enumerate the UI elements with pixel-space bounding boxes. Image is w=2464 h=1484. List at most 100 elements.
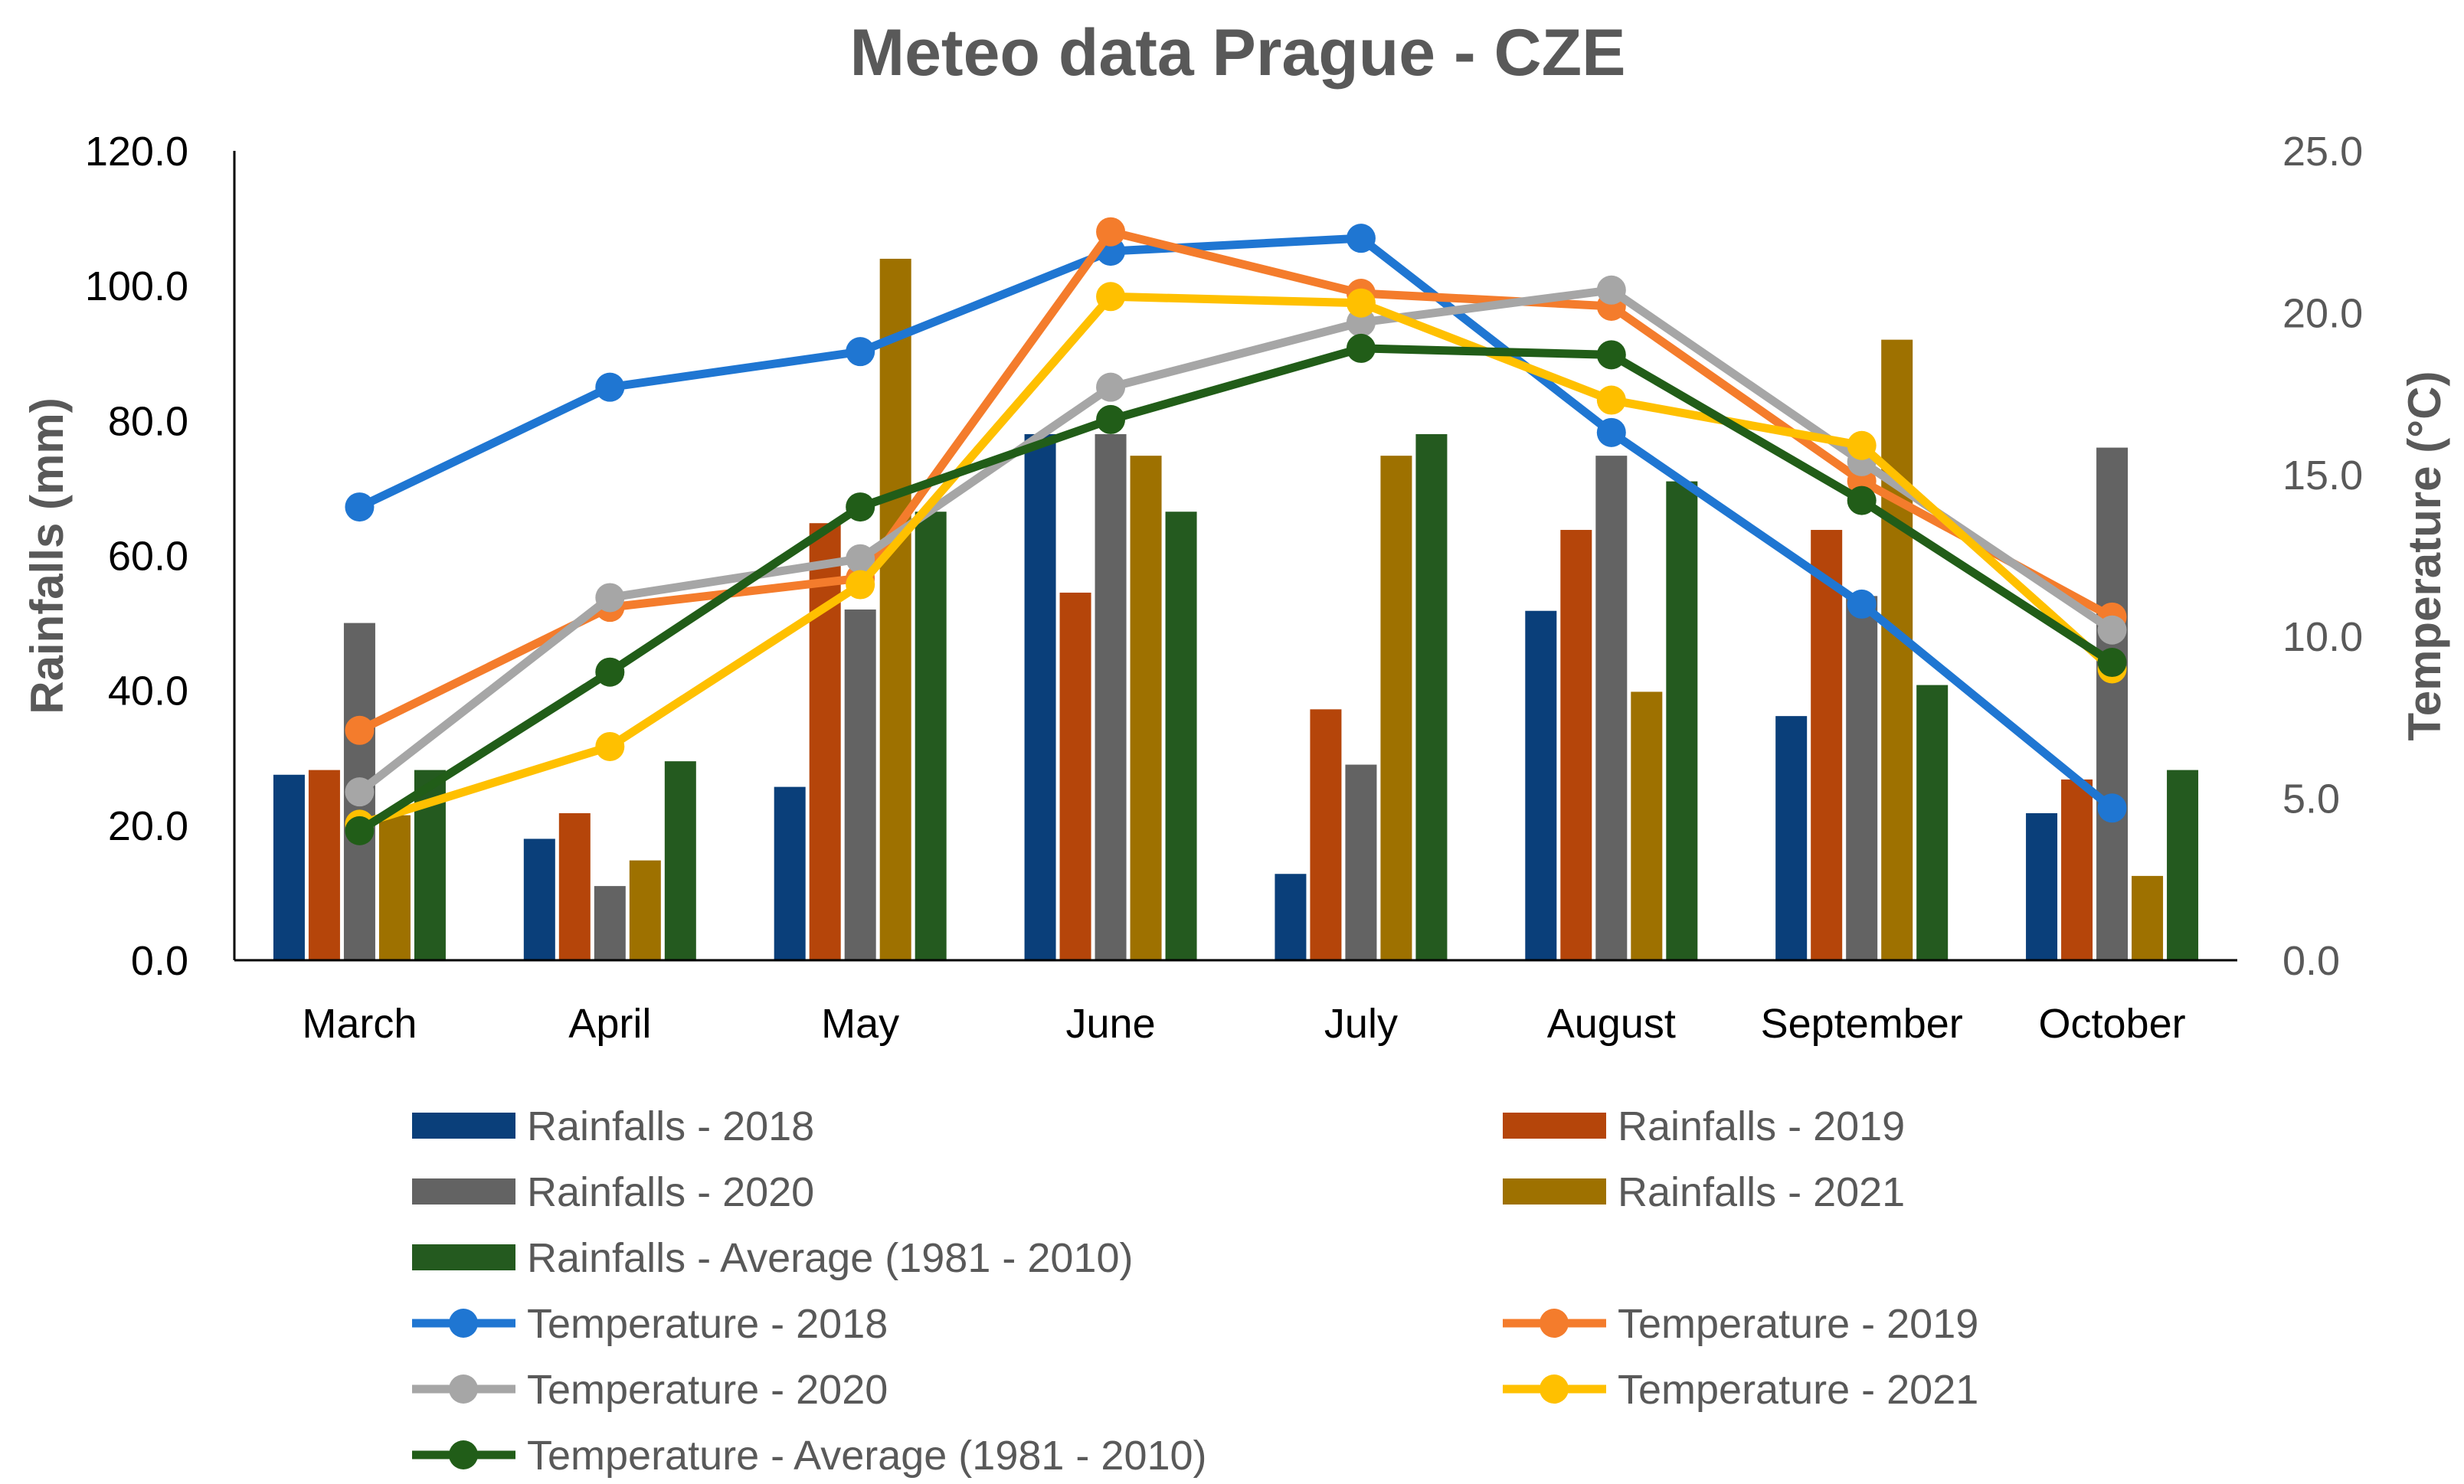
bar-rainfalls-2020-may: [844, 609, 876, 960]
point-temperature-2020-june: [1096, 372, 1126, 402]
bar-rainfalls-2019-october: [2061, 779, 2093, 960]
bar-rainfalls-2018-august: [1525, 610, 1557, 960]
point-temperature-2018-may: [846, 337, 875, 367]
bar-rainfalls-2020-october: [2096, 447, 2129, 960]
bar-rainfalls-2021-august: [1631, 691, 1663, 960]
bar-rainfalls-2020-june: [1095, 433, 1127, 960]
line-series-group: [345, 217, 2127, 845]
point-temperature-2019-march: [345, 715, 375, 745]
point-temperature-2019-june: [1096, 217, 1126, 247]
legend-label: Temperature - 2020: [527, 1367, 888, 1413]
legend-label: Rainfalls - 2021: [1618, 1169, 1905, 1215]
legend-item: Rainfalls - 2021: [1503, 1169, 1905, 1215]
bar-rainfalls-2019-april: [558, 812, 591, 960]
legend-item: Temperature - Average (1981 - 2010): [412, 1433, 1207, 1479]
left-y-tick-label: 100.0: [85, 263, 188, 309]
x-tick-label: June: [1066, 1001, 1156, 1047]
x-axis-ticks: March April May June July August September Octo…: [302, 1001, 2185, 1047]
bar-rainfalls-2019-september: [1811, 530, 1843, 960]
bar-rainfalls-2019-march: [308, 770, 340, 960]
bar-rainfalls-2020-april: [594, 886, 626, 960]
right-y-tick-label: 15.0: [2282, 453, 2363, 498]
bar-rainfalls-average-1981-2010-september: [1916, 685, 1949, 960]
point-temperature-2018-october: [2097, 793, 2127, 823]
bar-series-group: [273, 258, 2199, 961]
line-temperature-2018: [355, 234, 2117, 812]
line-temperature-2019: [355, 227, 2117, 735]
bar-rainfalls-2019-august: [1560, 530, 1592, 960]
point-temperature-2018-april: [595, 372, 625, 402]
point-temperature-average-1981-2010-april: [595, 657, 625, 687]
x-tick-label: August: [1547, 1001, 1676, 1047]
left-y-axis-label: Rainfalls (mm): [21, 397, 73, 714]
right-y-tick-label: 10.0: [2282, 614, 2363, 660]
legend-swatch-marker: [1540, 1374, 1569, 1404]
left-y-axis-ticks: 0.0 20.0 40.0 60.0 80.0 100.0 120.0: [85, 129, 188, 984]
legend-swatch-marker: [449, 1309, 478, 1338]
bar-rainfalls-2019-july: [1310, 709, 1342, 960]
point-temperature-2020-october: [2097, 615, 2127, 645]
right-y-tick-label: 20.0: [2282, 290, 2363, 336]
point-temperature-2020-april: [595, 583, 625, 613]
x-tick-label: March: [302, 1001, 417, 1047]
bar-rainfalls-2018-march: [273, 774, 305, 960]
right-y-axis-label: Temperature (°C): [2399, 371, 2450, 741]
bar-rainfalls-2019-june: [1059, 592, 1091, 960]
point-temperature-average-1981-2010-october: [2097, 648, 2127, 678]
bar-rainfalls-average-1981-2010-october: [2167, 770, 2199, 960]
line-temperature-2020: [355, 286, 2117, 796]
bar-rainfalls-2021-july: [1380, 456, 1412, 960]
x-tick-label: July: [1324, 1001, 1398, 1047]
legend-label: Rainfalls - 2018: [527, 1103, 814, 1149]
legend-item: Rainfalls - Average (1981 - 2010): [412, 1235, 1133, 1281]
legend-item: Rainfalls - 2020: [412, 1169, 814, 1215]
point-temperature-2021-august: [1596, 385, 1626, 415]
bar-rainfalls-2021-june: [1130, 456, 1162, 960]
bar-rainfalls-2020-september: [1846, 596, 1878, 960]
point-temperature-2018-march: [345, 492, 375, 522]
point-temperature-2018-september: [1847, 589, 1877, 619]
legend: Rainfalls - 2018 Rainfalls - 2019 Rainfall…: [412, 1103, 1978, 1479]
legend-swatch: [412, 1244, 515, 1270]
left-y-tick-label: 20.0: [108, 803, 188, 849]
bar-rainfalls-2018-october: [2026, 812, 2058, 960]
point-temperature-2021-september: [1847, 430, 1877, 460]
bar-rainfalls-average-1981-2010-may: [915, 512, 947, 960]
left-y-tick-label: 0.0: [131, 938, 188, 984]
bar-rainfalls-2021-may: [879, 258, 911, 960]
point-temperature-2020-may: [846, 544, 875, 574]
line-temperature-2021: [355, 292, 2117, 829]
bar-rainfalls-2019-may: [809, 523, 841, 960]
legend-swatch-marker: [1540, 1309, 1569, 1338]
right-y-axis-ticks: 0.0 5.0 10.0 15.0 20.0 25.0: [2282, 129, 2363, 984]
point-temperature-average-1981-2010-august: [1596, 340, 1626, 370]
point-temperature-average-1981-2010-september: [1847, 485, 1877, 515]
legend-item: Temperature - 2021: [1503, 1367, 1978, 1413]
x-tick-label: May: [821, 1001, 899, 1047]
legend-label: Temperature - Average (1981 - 2010): [527, 1433, 1207, 1479]
right-y-tick-label: 25.0: [2282, 129, 2363, 175]
bar-rainfalls-average-1981-2010-april: [664, 761, 696, 960]
legend-label: Temperature - 2021: [1618, 1367, 1978, 1413]
left-y-tick-label: 120.0: [85, 129, 188, 175]
legend-swatch: [412, 1178, 515, 1205]
point-temperature-average-1981-2010-march: [345, 816, 375, 845]
bar-rainfalls-2018-may: [774, 786, 806, 960]
left-y-tick-label: 40.0: [108, 668, 188, 714]
bar-rainfalls-2018-september: [1775, 716, 1808, 960]
point-temperature-average-1981-2010-may: [846, 492, 875, 522]
point-temperature-average-1981-2010-june: [1096, 404, 1126, 434]
legend-swatch: [1503, 1178, 1606, 1205]
legend-swatch: [412, 1113, 515, 1139]
point-temperature-average-1981-2010-july: [1346, 333, 1376, 363]
bar-rainfalls-average-1981-2010-july: [1415, 433, 1448, 960]
point-temperature-2021-april: [595, 731, 625, 761]
bar-rainfalls-2018-june: [1024, 433, 1056, 960]
legend-swatch-marker: [449, 1374, 478, 1404]
bar-rainfalls-2018-april: [523, 838, 555, 960]
right-y-tick-label: 0.0: [2282, 938, 2340, 984]
bar-rainfalls-2020-july: [1345, 764, 1377, 960]
point-temperature-2018-august: [1596, 417, 1626, 447]
point-temperature-2018-july: [1346, 224, 1376, 253]
legend-label: Rainfalls - 2019: [1618, 1103, 1905, 1149]
